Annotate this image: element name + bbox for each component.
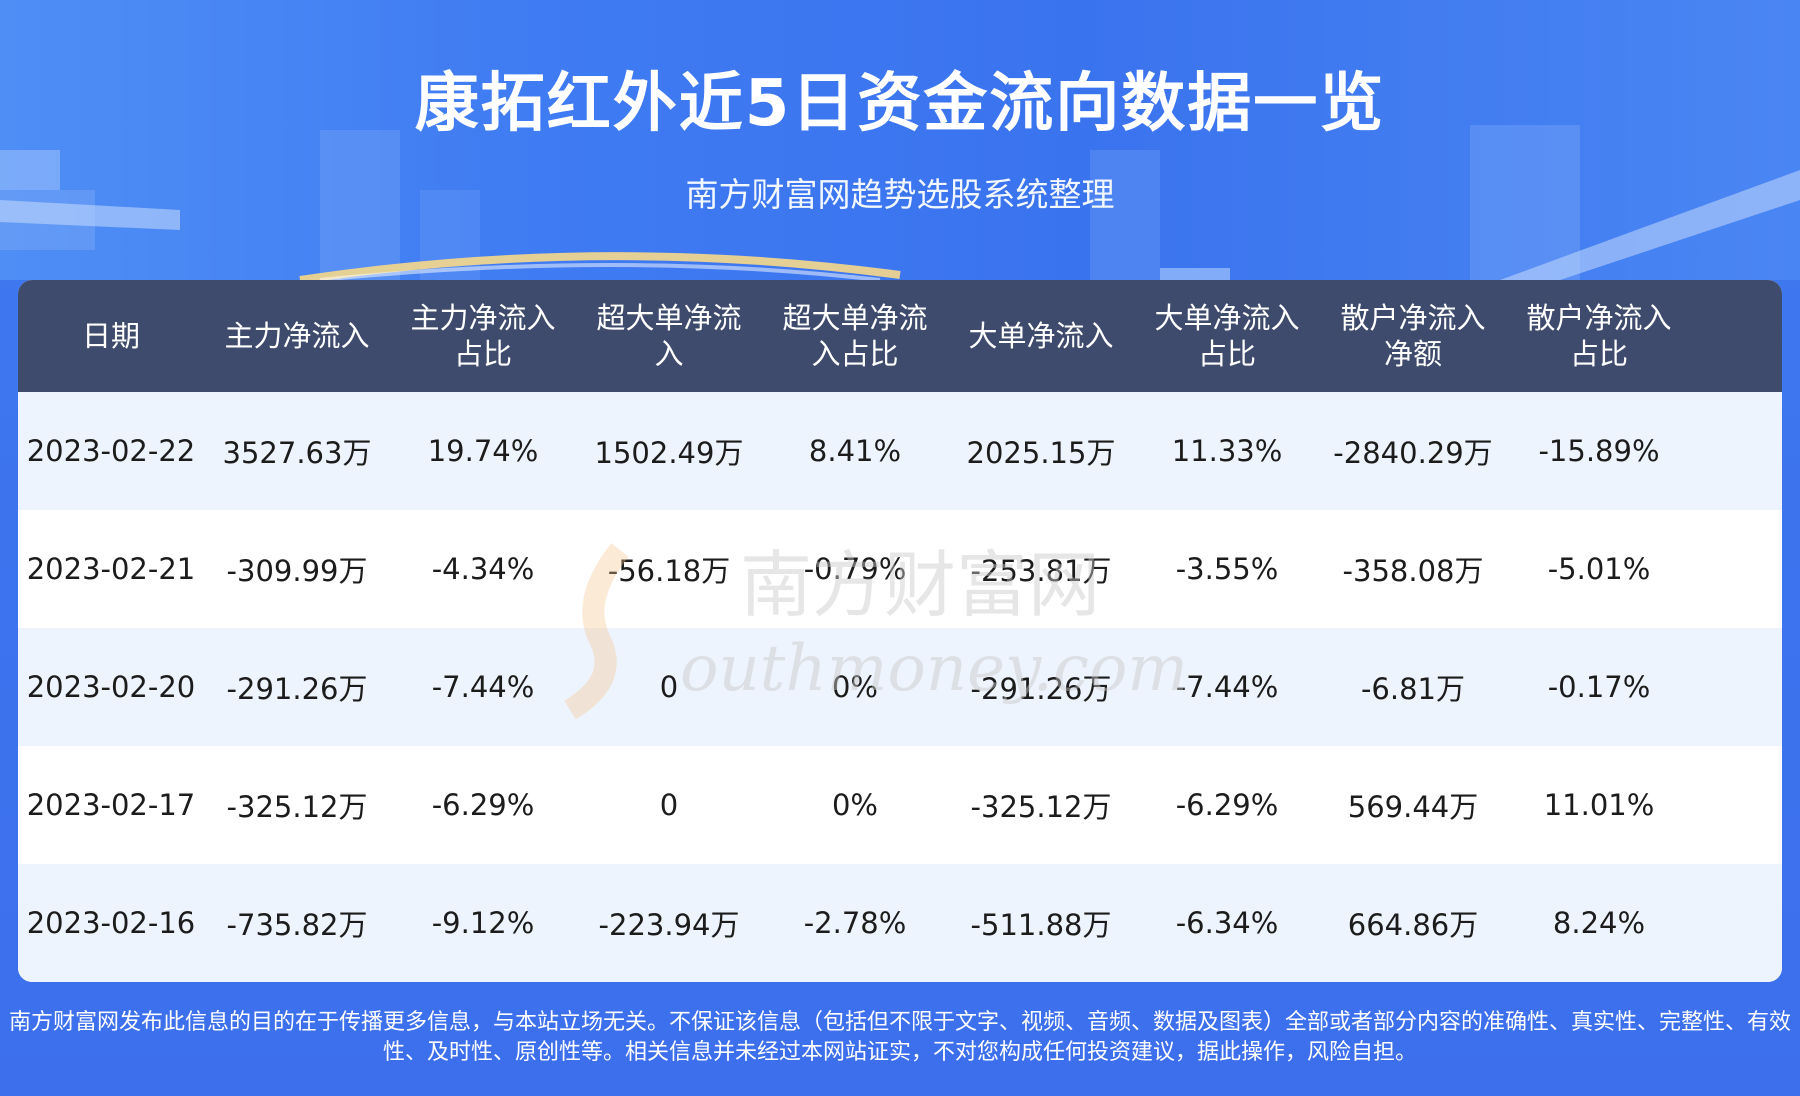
- table-cell: 3527.63万: [222, 436, 372, 470]
- table-header: 日期 主力净流入 主力净流入 占比 超大单净流 入超大单净流 入占比 大单净流入 大单净流…: [18, 280, 1782, 392]
- table-cell: 2023-02-17: [26, 788, 196, 822]
- table-cell: 19.74%: [427, 434, 539, 468]
- column-header-1: 主力净流入: [224, 319, 370, 353]
- table-cell: 0%: [831, 788, 878, 822]
- table-cell: -7.44%: [1175, 670, 1279, 704]
- table-row: 2023-02-21 -309.99万 -4.34% -56.18万 -0.79% -25…: [18, 510, 1782, 628]
- table-cell: 0: [659, 788, 679, 822]
- column-header-0: 日期: [81, 319, 140, 353]
- table-cell: -291.26万: [970, 672, 1112, 706]
- header-banner: 康拓红外近5日资金流向数据一览 南方财富网趋势选股系统整理: [0, 0, 1800, 280]
- table-cell: -325.12万: [226, 790, 368, 824]
- table-cell: 569.44万: [1347, 790, 1479, 824]
- column-header-5: 大单净流入: [968, 319, 1114, 353]
- table-cell: 1502.49万: [594, 436, 744, 470]
- fund-flow-table: 日期 主力净流入 主力净流入 占比 超大单净流 入超大单净流 入占比 大单净流入 大单净流…: [18, 280, 1782, 982]
- table-cell: -309.99万: [226, 554, 368, 588]
- table-cell: -358.08万: [1342, 554, 1484, 588]
- table-cell: 2023-02-22: [26, 434, 196, 468]
- table-cell: -6.29%: [1175, 788, 1279, 822]
- table-cell: 0%: [831, 670, 878, 704]
- table-cell: -0.79%: [803, 552, 907, 586]
- column-header-4: 超大单净流 入占比: [782, 301, 928, 371]
- table-cell: -291.26万: [226, 672, 368, 706]
- table-cell: -325.12万: [970, 790, 1112, 824]
- table-row: 2023-02-16 -735.82万 -9.12% -223.94万 -2.78% -5…: [18, 864, 1782, 982]
- table-cell: 11.01%: [1543, 788, 1655, 822]
- table-row: 2023-02-20 -291.26万 -7.44% 0 0% -291.26万 -7.44…: [18, 628, 1782, 746]
- table-cell: 8.41%: [808, 434, 902, 468]
- table-cell: -511.88万: [970, 908, 1112, 942]
- column-header-7: 散户净流入 净额: [1340, 301, 1486, 371]
- table-cell: -223.94万: [598, 908, 740, 942]
- page-title: 康拓红外近5日资金流向数据一览: [414, 67, 1386, 141]
- table-cell: -15.89%: [1538, 434, 1660, 468]
- table-cell: 0: [659, 670, 679, 704]
- table-cell: -6.29%: [431, 788, 535, 822]
- table-cell: 2023-02-20: [26, 670, 196, 704]
- table-cell: -4.34%: [431, 552, 535, 586]
- column-header-8: 散户净流入 占比: [1526, 301, 1672, 371]
- table-row: 2023-02-17 -325.12万 -6.29% 0 0% -325.12万 -6.29…: [18, 746, 1782, 864]
- table-cell: 2023-02-16: [26, 906, 196, 940]
- table-cell: -56.18万: [607, 554, 731, 588]
- table-cell: -2840.29万: [1333, 436, 1493, 470]
- table-cell: -2.78%: [803, 906, 907, 940]
- table-cell: -3.55%: [1175, 552, 1279, 586]
- table-cell: -0.17%: [1547, 670, 1651, 704]
- table-cell: -7.44%: [431, 670, 535, 704]
- table-cell: -6.34%: [1175, 906, 1279, 940]
- column-header-3: 超大单净流 入: [596, 301, 742, 371]
- table-cell: 664.86万: [1347, 908, 1479, 942]
- table-cell: 2023-02-21: [26, 552, 196, 586]
- column-header-6: 大单净流入 占比: [1154, 301, 1300, 371]
- table-row: 2023-02-22 3527.63万 19.74% 1502.49万 8.41% 202…: [18, 392, 1782, 510]
- table-cell: -735.82万: [226, 908, 368, 942]
- page-subtitle: 南方财富网趋势选股系统整理: [685, 175, 1115, 214]
- table-cell: 8.24%: [1552, 906, 1646, 940]
- table-cell: -9.12%: [431, 906, 535, 940]
- disclaimer-text: 南方财富网发布此信息的目的在于传播更多信息，与本站立场无关。不保证该信息（包括但…: [8, 1010, 1791, 1065]
- table-cell: -5.01%: [1547, 552, 1651, 586]
- table-cell: 2025.15万: [966, 436, 1116, 470]
- table-cell: 11.33%: [1171, 434, 1283, 468]
- table-cell: -253.81万: [970, 554, 1112, 588]
- column-header-2: 主力净流入 占比: [410, 301, 556, 371]
- table-cell: -6.81万: [1360, 672, 1466, 706]
- banner-decoration: [0, 125, 1800, 280]
